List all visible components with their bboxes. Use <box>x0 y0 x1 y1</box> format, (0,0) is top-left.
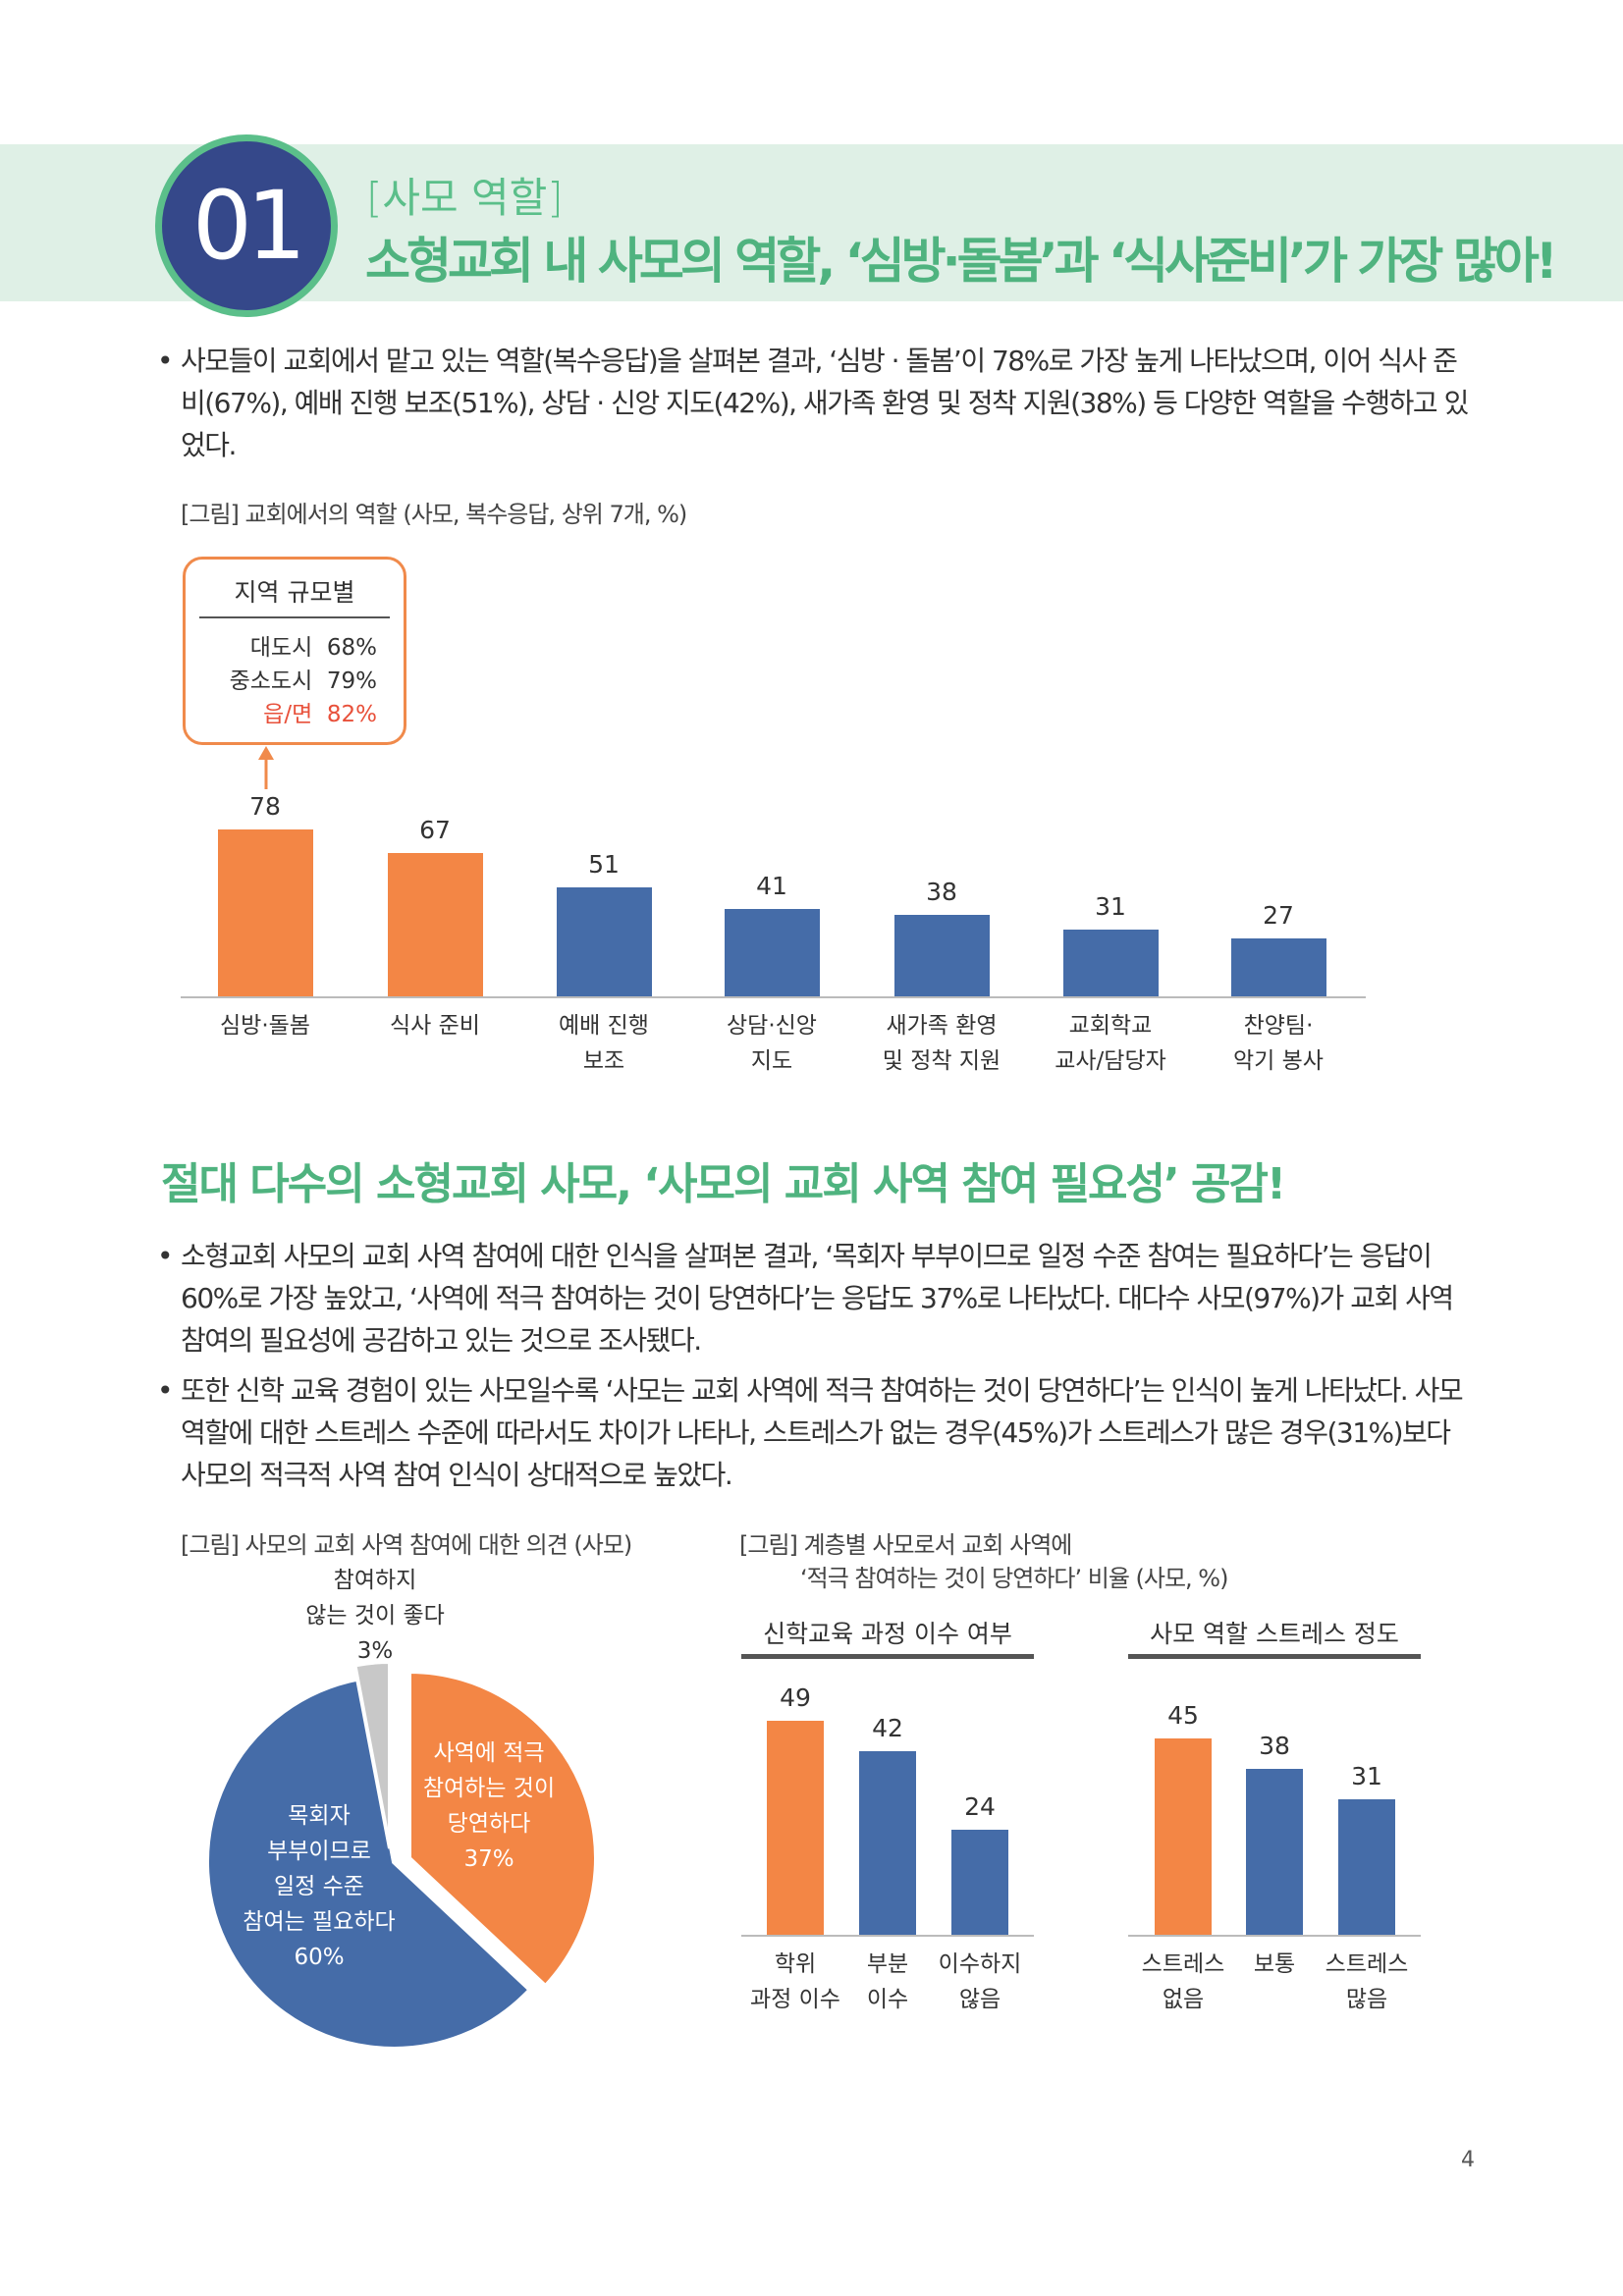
x-tick-label: 식사 준비 <box>390 1013 480 1039</box>
bar <box>859 1751 916 1935</box>
x-tick-label: 상담·신앙 지도 <box>727 1013 817 1074</box>
pie-slice <box>204 1677 533 2051</box>
callout-row: 중소도시 79% <box>229 668 377 694</box>
bars-caption: [그림] 계층별 사모로서 교회 사역에 <box>739 1531 1072 1559</box>
chart-subtitle-education: 신학교육 과정 이수 여부 <box>763 1620 1012 1648</box>
header-title: 소형교회 내 사모의 역할, ‘심방·돌봄’과 ‘식사준비’가 가장 많아! <box>365 233 1558 290</box>
paragraph: • 소형교회 사모의 교회 사역 참여에 대한 인식을 살펴본 결과, ‘목회자… <box>157 1235 1478 1362</box>
region-callout: 지역 규모별 대도시 68% 중소도시 79% 읍/면 82% <box>183 557 406 745</box>
data-label: 67 <box>419 815 451 844</box>
data-label: 27 <box>1263 901 1294 931</box>
bar <box>1155 1737 1212 1935</box>
x-tick-label: 보통 <box>1253 1951 1296 1977</box>
paragraph: • 또한 신학 교육 경험이 있는 사모일수록 ‘사모는 교회 사역에 적극 참… <box>157 1369 1478 1496</box>
pie-slice <box>407 1669 598 1989</box>
page-number: 4 <box>1461 2148 1475 2172</box>
bar <box>1230 938 1326 996</box>
callout-title: 지역 규모별 <box>199 573 390 618</box>
data-label: 42 <box>872 1714 903 1743</box>
data-label: 31 <box>1095 892 1126 922</box>
x-tick-label: 부분 이수 <box>866 1951 909 2012</box>
bars-caption-line2: ‘적극 참여하는 것이 당연하다’ 비율 (사모, %) <box>800 1565 1228 1592</box>
bar <box>556 886 652 996</box>
callout-row-highlight: 읍/면 82% <box>263 702 377 727</box>
divider <box>1128 1654 1421 1659</box>
x-axis-baseline <box>181 996 1366 998</box>
figure-caption: [그림] 교회에서의 역할 (사모, 복수응답, 상위 7개, %) <box>181 501 687 528</box>
bar <box>893 915 990 996</box>
pie-label-orange: 사역에 적극 참여하는 것이 당연하다 37% <box>422 1740 556 1872</box>
x-tick-label: 새가족 환영 및 정착 지원 <box>882 1013 1001 1074</box>
x-axis-baseline <box>741 1935 1034 1937</box>
divider <box>741 1654 1034 1659</box>
x-tick-label: 교회학교 교사/담당자 <box>1055 1013 1166 1074</box>
bar <box>387 852 483 996</box>
bar <box>951 1830 1008 1935</box>
bullet: • <box>157 1374 174 1407</box>
section-heading: 절대 다수의 소형교회 사모, ‘사모의 교회 사역 참여 필요성’ 공감! <box>161 1159 1286 1209</box>
pie-slice <box>352 1659 392 1849</box>
section-number-badge: 01 <box>155 134 338 317</box>
data-label: 38 <box>926 878 957 907</box>
pie-caption: [그림] 사모의 교회 사역 참여에 대한 의견 (사모) <box>181 1531 632 1559</box>
data-label: 51 <box>588 849 620 879</box>
bar <box>1246 1768 1303 1935</box>
bar <box>217 828 313 996</box>
data-label: 45 <box>1167 1700 1199 1730</box>
header-subtitle: [사모 역할] <box>366 174 564 222</box>
pie-label-gray: 참여하지 않는 것이 좋다 3% <box>305 1568 445 1664</box>
bullet: • <box>157 345 174 377</box>
bar <box>1338 1799 1395 1935</box>
paragraph: • 사모들이 교회에서 맡고 있는 역할(복수응답)을 살펴본 결과, ‘심방 … <box>157 340 1478 466</box>
x-tick-label: 이수하지 않음 <box>938 1951 1022 2012</box>
data-label: 78 <box>249 791 281 821</box>
x-tick-label: 스트레스 없음 <box>1141 1951 1225 2012</box>
data-label: 31 <box>1351 1762 1382 1791</box>
paragraph-text: 또한 신학 교육 경험이 있는 사모일수록 ‘사모는 교회 사역에 적극 참여하… <box>181 1374 1464 1491</box>
callout-row: 대도시 68% <box>249 635 377 661</box>
pie-label-blue: 목회자 부부이므로 일정 수준 참여는 필요하다 60% <box>243 1803 396 1970</box>
chart-subtitle-stress: 사모 역할 스트레스 정도 <box>1150 1620 1399 1648</box>
bar <box>1062 930 1159 996</box>
x-tick-label: 찬양팀· 악기 봉사 <box>1233 1013 1324 1074</box>
data-label: 38 <box>1259 1731 1290 1760</box>
data-label: 41 <box>756 871 787 900</box>
data-label: 49 <box>780 1682 811 1712</box>
data-label: 24 <box>964 1792 996 1822</box>
bar <box>767 1720 824 1935</box>
paragraph-text: 사모들이 교회에서 맡고 있는 역할(복수응답)을 살펴본 결과, ‘심방 · … <box>181 345 1469 461</box>
x-tick-label: 스트레스 많음 <box>1325 1951 1409 2012</box>
x-axis-baseline <box>1128 1935 1421 1937</box>
bullet: • <box>157 1240 174 1272</box>
arrow-up-icon <box>258 746 274 789</box>
x-tick-label: 학위 과정 이수 <box>750 1951 840 2012</box>
paragraph-text: 소형교회 사모의 교회 사역 참여에 대한 인식을 살펴본 결과, ‘목회자 부… <box>181 1240 1454 1357</box>
bar <box>724 908 820 996</box>
x-tick-label: 예배 진행 보조 <box>559 1013 649 1074</box>
x-tick-label: 심방·돌봄 <box>220 1013 310 1039</box>
